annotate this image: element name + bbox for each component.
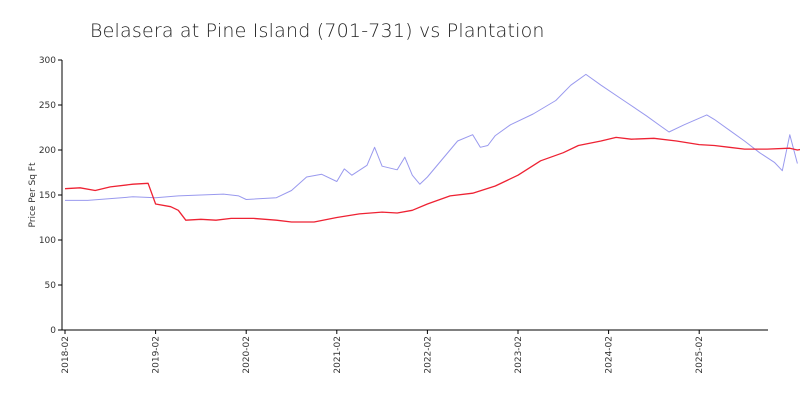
y-tick-label: 0 <box>50 326 56 336</box>
series-layer <box>64 73 800 223</box>
y-tick-label: 100 <box>39 236 56 246</box>
x-tick-label: 2024-02 <box>605 336 615 374</box>
y-tick-label: 300 <box>39 56 56 66</box>
x-tick-label: 2020-02 <box>242 336 252 374</box>
x-tick-label: 2022-02 <box>423 336 433 374</box>
y-axis-label: Price Per Sq Ft <box>28 162 38 227</box>
x-tick-label: 2019-02 <box>152 336 162 374</box>
x-tick-label: 2018-02 <box>61 336 71 374</box>
x-tick-label: 2021-02 <box>333 336 343 374</box>
x-axis: 2018-02 2019-02 2020-02 2021-02 2022-02 2023-… <box>61 329 768 374</box>
y-tick-label: 200 <box>39 146 56 156</box>
x-tick-label: 2023-02 <box>514 336 524 374</box>
y-tick-label: 250 <box>39 101 56 111</box>
y-tick-label: 50 <box>45 281 57 291</box>
series-line-2 <box>64 136 800 223</box>
x-tick-label: 2025-02 <box>695 336 705 374</box>
series-line-1 <box>65 73 798 201</box>
chart-title: Belasera at Pine Island (701-731) vs Pla… <box>90 20 545 42</box>
y-tick-label: 150 <box>39 191 56 201</box>
y-axis: 0 50 100 150 200 250 300 <box>39 56 63 336</box>
